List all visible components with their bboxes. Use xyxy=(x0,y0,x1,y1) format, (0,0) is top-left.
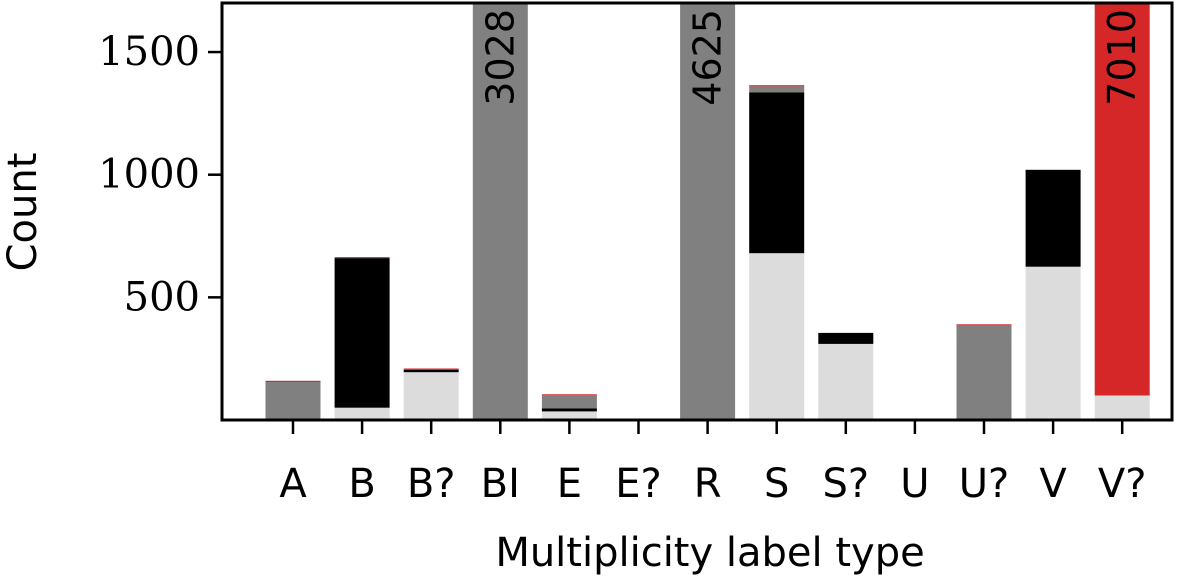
x-tick-label: U? xyxy=(959,461,1010,507)
bar-segment-E-2 xyxy=(541,395,597,409)
bar-segment-S-2 xyxy=(749,86,805,93)
bar-segment-S-3 xyxy=(749,85,805,87)
x-tick-label: S xyxy=(764,461,789,507)
x-tick-label: E xyxy=(557,461,582,507)
bar-segment-B-1 xyxy=(334,258,390,408)
bar-segment-S-0 xyxy=(749,253,805,420)
bar-segment-B?-1 xyxy=(403,369,459,373)
bar-total-label-V?: 7010 xyxy=(1100,9,1144,106)
x-tick-label: A xyxy=(279,461,307,507)
x-tick-label: R xyxy=(694,461,722,507)
x-tick-label: V? xyxy=(1098,461,1147,507)
bar-segment-A-0 xyxy=(265,382,321,420)
bar-segment-R-0 xyxy=(680,3,736,420)
bar-segment-E-1 xyxy=(541,408,597,412)
bar-segment-V-1 xyxy=(1025,169,1081,267)
bar-segment-V-0 xyxy=(1025,266,1081,420)
bar-segment-U?-1 xyxy=(956,324,1012,326)
bar-segment-S?-0 xyxy=(818,344,874,420)
x-tick-label: S? xyxy=(822,461,869,507)
y-axis-title: Count xyxy=(0,153,46,272)
bar-segment-U?-0 xyxy=(956,325,1012,420)
x-axis: A B B? BI E E? R S S? U U? V V? xyxy=(279,420,1146,507)
bar-segment-B-0 xyxy=(334,407,390,420)
bar-segment-B?-2 xyxy=(403,368,459,370)
bar-segment-B-2 xyxy=(334,257,390,259)
y-tick-label: 500 xyxy=(124,274,200,320)
bar-total-label-BI: 3028 xyxy=(478,9,522,106)
x-tick-label: B? xyxy=(407,461,456,507)
y-axis: 500 1000 1500 xyxy=(98,29,222,320)
bar-segment-BI-0 xyxy=(472,3,528,420)
y-tick-label: 1000 xyxy=(98,152,200,198)
x-tick-label: E? xyxy=(615,461,662,507)
plot-frame xyxy=(220,1,1174,422)
bars-layer: 3028 4625 7010 xyxy=(265,3,1150,420)
bar-segment-E-0 xyxy=(541,411,597,420)
bar-segment-V?-1 xyxy=(1094,3,1150,396)
x-tick-label: B xyxy=(348,461,375,507)
bar-segment-S-1 xyxy=(749,92,805,254)
bar-segment-E-3 xyxy=(541,394,597,395)
bar-segment-S?-1 xyxy=(818,332,874,344)
bar-total-label-R: 4625 xyxy=(686,9,730,106)
bar-segment-A-1 xyxy=(265,380,321,382)
x-tick-label: U xyxy=(900,461,929,507)
x-axis-title: Multiplicity label type xyxy=(495,530,924,576)
bar-segment-V?-0 xyxy=(1094,395,1150,420)
x-tick-label: V xyxy=(1039,461,1067,507)
bar-segment-B?-0 xyxy=(403,372,459,420)
x-tick-label: BI xyxy=(481,461,520,507)
y-tick-label: 1500 xyxy=(98,29,200,75)
